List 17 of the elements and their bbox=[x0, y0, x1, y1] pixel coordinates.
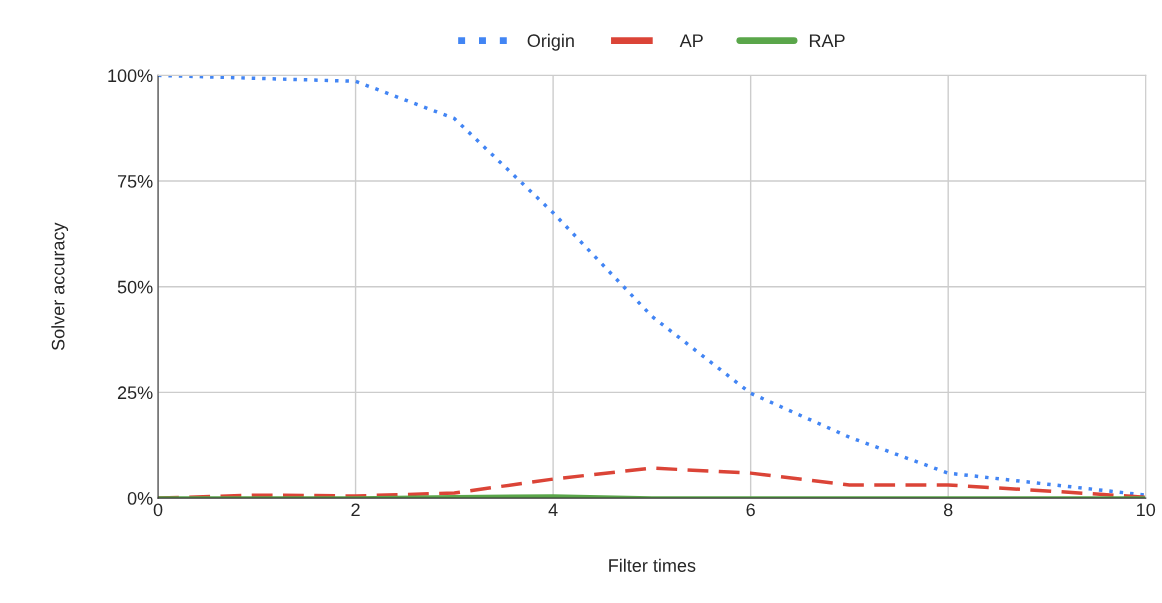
x-tick-label: 6 bbox=[746, 503, 755, 517]
x-tick-label: 2 bbox=[351, 503, 360, 517]
x-tick-label: 0 bbox=[153, 503, 163, 517]
y-tick-label: 50% bbox=[117, 280, 153, 294]
y-tick-label: 25% bbox=[117, 386, 153, 400]
y-axis-title: Solver accuracy bbox=[51, 222, 69, 351]
y-tick-label: 75% bbox=[117, 175, 153, 188]
y-tick-label: 0% bbox=[127, 492, 153, 505]
legend-label: AP bbox=[679, 34, 703, 47]
x-axis-title: Filter times bbox=[609, 558, 696, 572]
legend-label: RAP bbox=[809, 34, 845, 47]
legend-label: Origin bbox=[527, 33, 574, 51]
y-tick-label: 100% bbox=[108, 69, 153, 83]
x-tick-label: 10 bbox=[1137, 503, 1156, 517]
x-tick-label: 4 bbox=[548, 503, 558, 517]
line-series bbox=[158, 75, 1146, 497]
x-tick-label: 8 bbox=[943, 503, 953, 517]
